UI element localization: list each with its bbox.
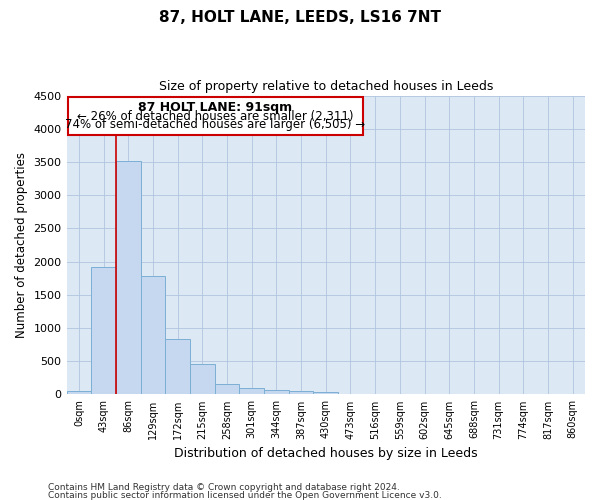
Y-axis label: Number of detached properties: Number of detached properties (15, 152, 28, 338)
Bar (289, 391, 313, 394)
Bar (91, 267, 116, 394)
Bar (239, 388, 264, 394)
Text: Contains HM Land Registry data © Crown copyright and database right 2024.: Contains HM Land Registry data © Crown c… (48, 484, 400, 492)
Text: 87 HOLT LANE: 91sqm: 87 HOLT LANE: 91sqm (138, 101, 292, 114)
Bar (313, 392, 338, 394)
Bar (116, 162, 140, 394)
Bar (67, 391, 91, 394)
Bar (165, 338, 190, 394)
FancyBboxPatch shape (68, 97, 363, 136)
Text: 87, HOLT LANE, LEEDS, LS16 7NT: 87, HOLT LANE, LEEDS, LS16 7NT (159, 10, 441, 25)
Title: Size of property relative to detached houses in Leeds: Size of property relative to detached ho… (158, 80, 493, 93)
Text: 74% of semi-detached houses are larger (6,505) →: 74% of semi-detached houses are larger (… (65, 118, 365, 131)
Bar (264, 390, 289, 394)
Text: ← 26% of detached houses are smaller (2,311): ← 26% of detached houses are smaller (2,… (77, 110, 353, 123)
Bar (190, 364, 215, 394)
Bar (215, 384, 239, 394)
X-axis label: Distribution of detached houses by size in Leeds: Distribution of detached houses by size … (174, 447, 478, 460)
Bar (140, 276, 165, 394)
Text: Contains public sector information licensed under the Open Government Licence v3: Contains public sector information licen… (48, 490, 442, 500)
